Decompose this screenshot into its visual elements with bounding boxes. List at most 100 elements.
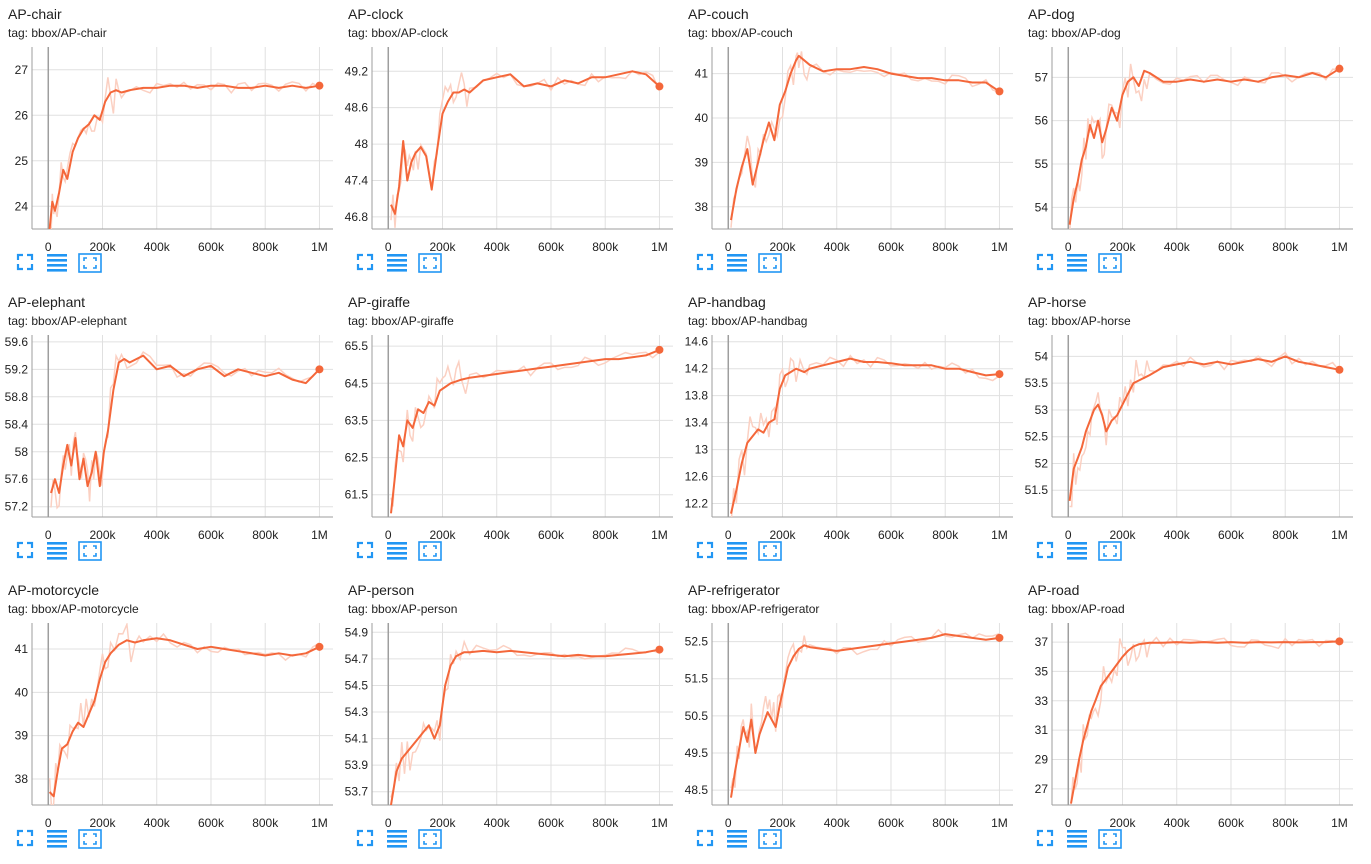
x-tick-label: 600k [878, 816, 905, 830]
data-table-icon [47, 254, 67, 272]
last-point-marker [1335, 64, 1344, 73]
raw-series-line [50, 77, 320, 229]
x-tick-label: 400k [484, 816, 511, 830]
y-tick-label: 53.9 [345, 758, 369, 772]
x-tick-label: 0 [385, 528, 392, 542]
chart-card: 38 39 40 41 0 200k 400k 600k 800k 1M AP-motorcycl… [0, 576, 340, 864]
data-table-button[interactable] [386, 253, 408, 273]
fullscreen-button[interactable] [1036, 541, 1058, 561]
y-tick-label: 51.5 [685, 672, 709, 686]
y-tick-label: 29 [1035, 753, 1049, 767]
x-tick-label: 0 [1065, 816, 1072, 830]
data-table-button[interactable] [726, 829, 748, 849]
y-tick-label: 54.7 [345, 652, 369, 666]
y-tick-label: 58.8 [5, 390, 29, 404]
x-tick-label: 600k [878, 240, 905, 254]
y-tick-label: 63.5 [345, 413, 369, 427]
fit-domain-button[interactable] [78, 829, 102, 849]
y-tick-label: 57.2 [5, 500, 29, 514]
data-table-button[interactable] [1066, 541, 1088, 561]
fit-domain-button[interactable] [1098, 253, 1122, 273]
chart-tag: tag: bbox/AP-clock [348, 26, 449, 40]
data-table-button[interactable] [726, 541, 748, 561]
fullscreen-icon [16, 253, 34, 271]
fullscreen-button[interactable] [696, 253, 718, 273]
fit-domain-icon [758, 253, 782, 273]
data-table-icon [727, 830, 747, 848]
raw-series-line [1069, 351, 1340, 508]
fullscreen-button[interactable] [16, 541, 38, 561]
fit-domain-button[interactable] [418, 541, 442, 561]
data-table-icon [47, 542, 67, 560]
y-tick-label: 13.8 [685, 389, 709, 403]
x-tick-label: 800k [1272, 816, 1299, 830]
x-tick-label: 600k [198, 816, 225, 830]
x-tick-label: 1M [1331, 240, 1348, 254]
chart-tag: tag: bbox/AP-handbag [688, 314, 808, 328]
fullscreen-button[interactable] [696, 541, 718, 561]
chart-title: AP-road [1028, 582, 1080, 598]
fullscreen-icon [356, 253, 374, 271]
fullscreen-button[interactable] [1036, 253, 1058, 273]
data-table-button[interactable] [386, 541, 408, 561]
y-tick-label: 14.6 [685, 335, 709, 349]
fullscreen-button[interactable] [356, 541, 378, 561]
chart-card: 46.8 47.4 48 48.6 49.2 0 200k 400k 600k 800k 1M AP… [340, 0, 680, 288]
fit-domain-icon [418, 253, 442, 273]
y-tick-label: 14.2 [685, 362, 709, 376]
fullscreen-button[interactable] [356, 829, 378, 849]
fullscreen-button[interactable] [356, 253, 378, 273]
y-tick-label: 57.6 [5, 472, 29, 486]
fit-domain-button[interactable] [78, 253, 102, 273]
fit-domain-button[interactable] [758, 253, 782, 273]
fullscreen-button[interactable] [696, 829, 718, 849]
y-tick-label: 27 [1035, 782, 1049, 796]
last-point-marker [655, 645, 664, 654]
fullscreen-button[interactable] [1036, 829, 1058, 849]
y-tick-label: 65.5 [345, 339, 369, 353]
x-tick-label: 800k [592, 240, 619, 254]
fullscreen-button[interactable] [16, 829, 38, 849]
y-tick-label: 41 [695, 67, 709, 81]
data-table-button[interactable] [1066, 253, 1088, 273]
y-tick-label: 61.5 [345, 488, 369, 502]
data-table-button[interactable] [726, 253, 748, 273]
fit-domain-button[interactable] [758, 829, 782, 849]
data-table-button[interactable] [1066, 829, 1088, 849]
chart-title: AP-dog [1028, 6, 1075, 22]
fullscreen-button[interactable] [16, 253, 38, 273]
fit-domain-button[interactable] [1098, 541, 1122, 561]
y-tick-label: 54.9 [345, 625, 369, 639]
y-tick-label: 40 [695, 111, 709, 125]
data-table-button[interactable] [386, 829, 408, 849]
data-table-icon [47, 830, 67, 848]
x-tick-label: 400k [484, 528, 511, 542]
y-tick-label: 58 [15, 445, 29, 459]
fit-domain-button[interactable] [1098, 829, 1122, 849]
line-chart: 38 39 40 41 0 200k 400k 600k 800k 1M [15, 623, 333, 830]
y-tick-label: 12.6 [685, 470, 709, 484]
x-tick-label: 400k [1164, 816, 1191, 830]
fit-domain-button[interactable] [758, 541, 782, 561]
fit-domain-button[interactable] [78, 541, 102, 561]
chart-title: AP-clock [348, 6, 404, 22]
last-point-marker [1335, 365, 1344, 374]
x-tick-label: 800k [592, 528, 619, 542]
x-tick-label: 600k [538, 816, 565, 830]
chart-title: AP-chair [8, 6, 62, 22]
series-line [390, 70, 661, 215]
x-tick-label: 600k [198, 240, 225, 254]
raw-series-line [390, 69, 661, 228]
fullscreen-icon [696, 829, 714, 847]
chart-tag: tag: bbox/AP-couch [688, 26, 793, 40]
data-table-button[interactable] [46, 541, 68, 561]
fit-domain-button[interactable] [418, 829, 442, 849]
x-tick-label: 600k [878, 528, 905, 542]
fit-domain-button[interactable] [418, 253, 442, 273]
x-tick-label: 1M [311, 816, 328, 830]
data-table-button[interactable] [46, 253, 68, 273]
data-table-button[interactable] [46, 829, 68, 849]
y-tick-label: 64.5 [345, 376, 369, 390]
y-tick-label: 26 [15, 108, 29, 122]
x-tick-label: 0 [725, 528, 732, 542]
